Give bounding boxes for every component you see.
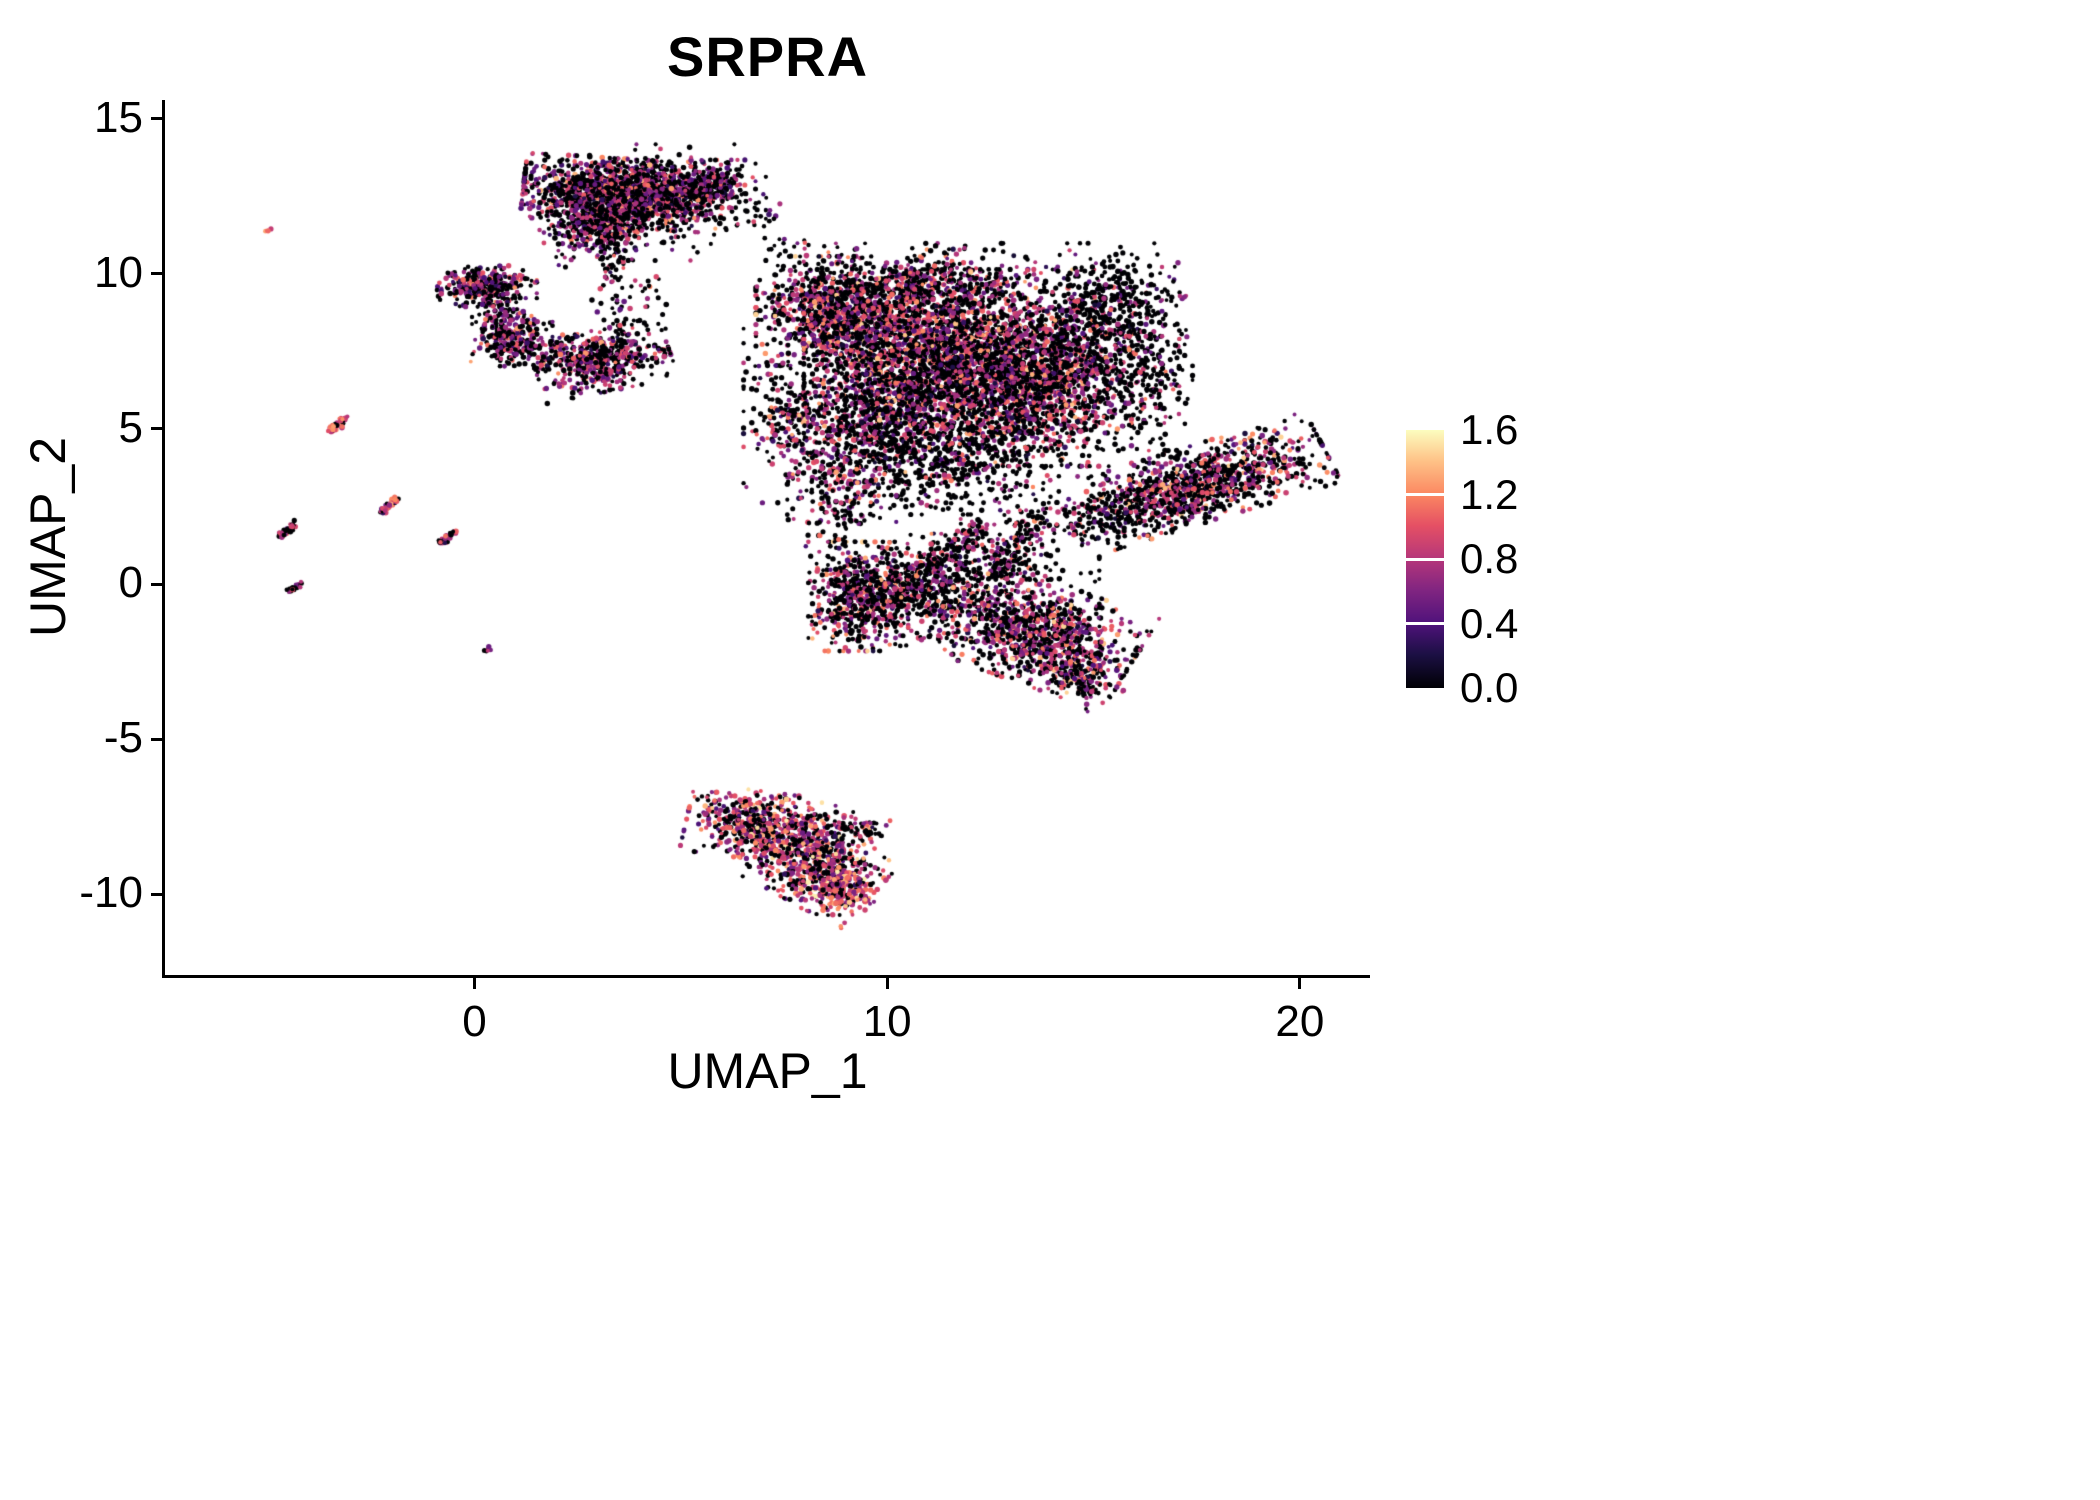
colorbar-tick-label: 1.6 — [1460, 406, 1519, 453]
colorbar-tick-label: 0.4 — [1460, 599, 1519, 647]
x-tick-label: 0 — [462, 997, 487, 1046]
y-tick-label: -10 — [79, 868, 143, 918]
y-tick-label: 5 — [118, 402, 143, 452]
x-tick-mark — [1298, 975, 1302, 989]
colorbar-tick-label: 1.2 — [1460, 470, 1519, 518]
y-tick-label: 0 — [118, 558, 143, 608]
y-tick-label: 10 — [94, 247, 143, 297]
x-axis-label: UMAP_1 — [667, 1043, 868, 1099]
y-tick-mark — [151, 737, 165, 741]
y-tick-label: 15 — [94, 92, 143, 142]
colorbar-tick-mark — [1406, 493, 1444, 496]
y-tick-mark — [151, 582, 165, 586]
plot-area — [162, 100, 1370, 978]
scatter-points-canvas — [165, 100, 1370, 975]
y-tick-mark — [151, 892, 165, 896]
colorbar-tick-label: 0.0 — [1460, 664, 1519, 711]
x-tick-mark — [473, 975, 476, 989]
colorbar-tick-mark — [1406, 557, 1444, 561]
plot-title: SRPRA — [666, 25, 869, 88]
x-tick-label: 20 — [1275, 997, 1325, 1046]
y-tick-label: -5 — [103, 713, 143, 763]
colorbar-tick-label: 0.8 — [1460, 535, 1519, 582]
x-tick-mark — [885, 975, 889, 989]
y-tick-mark — [151, 427, 165, 431]
x-tick-label: 10 — [862, 997, 912, 1046]
y-tick-mark — [151, 117, 165, 121]
colorbar-tick-mark — [1406, 622, 1444, 625]
y-tick-mark — [151, 272, 165, 276]
